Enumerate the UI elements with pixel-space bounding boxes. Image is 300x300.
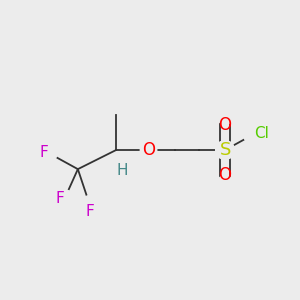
Circle shape — [216, 141, 234, 159]
Text: H: H — [116, 163, 128, 178]
Text: O: O — [142, 141, 155, 159]
Text: O: O — [219, 116, 232, 134]
Circle shape — [56, 190, 74, 207]
Circle shape — [140, 142, 157, 158]
Text: Cl: Cl — [254, 126, 269, 141]
Circle shape — [216, 141, 235, 159]
Text: F: F — [85, 205, 94, 220]
Text: F: F — [40, 146, 48, 160]
Text: O: O — [219, 166, 232, 184]
Circle shape — [40, 144, 57, 162]
Circle shape — [110, 158, 122, 169]
Text: S: S — [219, 141, 231, 159]
Circle shape — [81, 196, 98, 213]
Text: F: F — [56, 191, 64, 206]
Circle shape — [217, 176, 233, 192]
Circle shape — [243, 123, 266, 145]
Circle shape — [217, 108, 233, 124]
